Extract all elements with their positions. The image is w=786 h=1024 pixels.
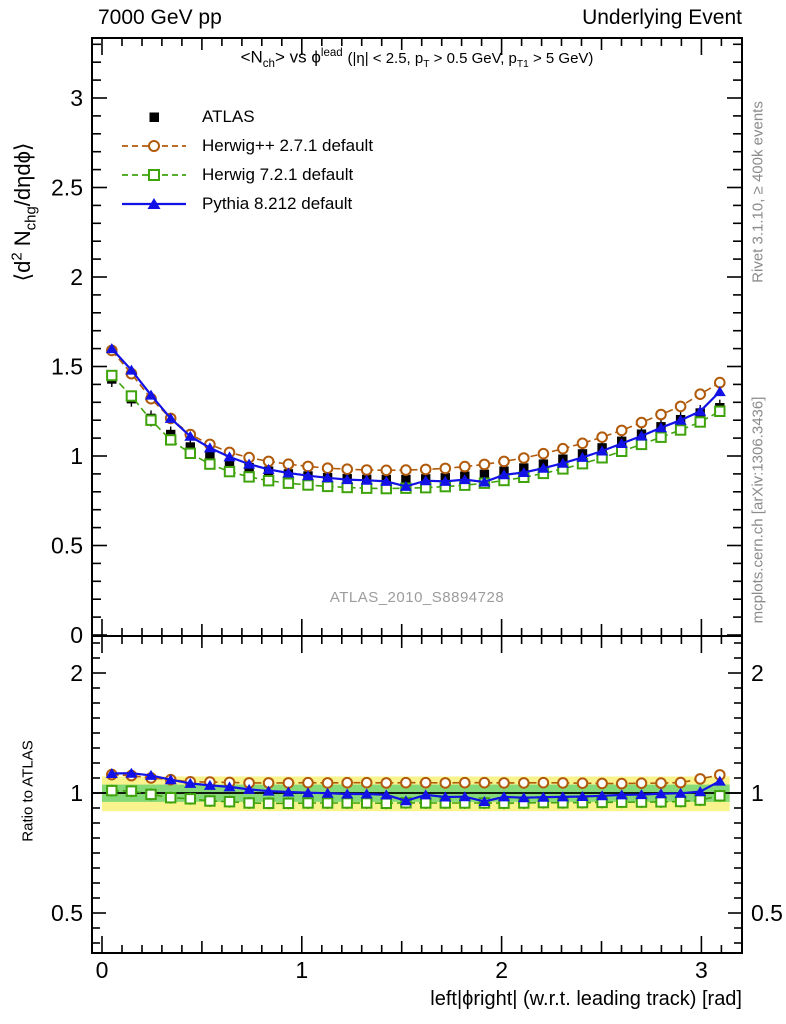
observable-group-label: Underlying Event [582,6,742,29]
svg-text:1: 1 [70,443,83,469]
legend-item-atlas: ATLAS [122,102,373,131]
ratio-panel-ticks: 0.5 0.5 1 1 2 2 0 1 2 3 [51,637,783,983]
svg-text:2: 2 [751,660,764,686]
y-axis-label: ⟨d2 Nchg/dηdϕ⟩ [8,142,40,282]
legend-marker-atlas-square-icon [149,112,159,122]
beam-energy-label: 7000 GeV pp [98,6,222,29]
plot-title: <Nch> vs ϕlead (|η| < 2.5, pT > 0.5 GeV,… [240,47,594,71]
svg-text:0.5: 0.5 [751,900,783,926]
svg-text:3: 3 [70,85,83,111]
x-axis-label: left|ϕright| (w.r.t. leading track) [rad… [430,988,742,1010]
main-series-pythia [105,343,726,491]
svg-text:1: 1 [70,780,83,806]
analysis-id-watermark: ATLAS_2010_S8894728 [329,589,505,606]
legend-item-herwigpp: Herwig++ 2.7.1 default [122,131,373,160]
legend-marker-herwig7-square-icon [122,168,186,181]
legend-label-pythia: Pythia 8.212 default [202,193,353,213]
svg-text:3: 3 [695,957,708,983]
svg-text:0: 0 [96,957,109,983]
main-series-herwig7 [106,369,726,495]
svg-text:0: 0 [70,622,83,648]
mcplots-reference-note: mcplots.cern.ch [arXiv:1306.3436] [749,396,767,624]
legend-item-herwig7: Herwig 7.2.1 default [122,160,373,189]
legend-marker-pythia-triangle-icon [122,197,186,209]
svg-text:2: 2 [495,957,508,983]
svg-text:0.5: 0.5 [51,533,83,559]
svg-text:2.5: 2.5 [51,175,83,201]
legend-label-herwigpp: Herwig++ 2.7.1 default [202,135,374,155]
svg-text:0.5: 0.5 [51,900,83,926]
legend: ATLAS Herwig++ 2.7.1 default Herwig 7.2.… [122,102,373,218]
legend-label-atlas: ATLAS [202,106,255,126]
svg-text:1.5: 1.5 [51,354,83,380]
ratio-series-pythia [105,767,726,806]
svg-text:1: 1 [295,957,308,983]
rivet-version-note: Rivet 3.1.10, ≥ 400k events [749,101,767,283]
ratio-y-axis-label: Ratio to ATLAS [19,740,37,842]
legend-label-herwig7: Herwig 7.2.1 default [202,164,354,184]
legend-marker-herwigpp-circle-icon [122,139,186,152]
svg-text:1: 1 [751,780,764,806]
svg-text:2: 2 [70,264,83,290]
svg-text:2: 2 [70,660,83,686]
main-series-herwigpp [106,344,726,477]
legend-item-pythia: Pythia 8.212 default [122,189,373,218]
